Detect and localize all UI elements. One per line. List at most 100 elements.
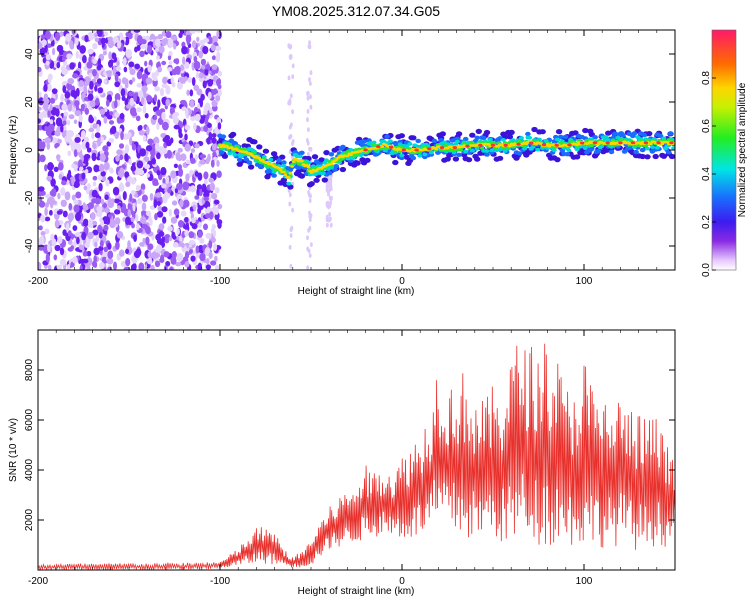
colorbar-ticks: 0.0 0.2 0.4 0.6 0.8 (701, 71, 716, 277)
noise-speckle (88, 116, 95, 124)
ridge-cell (582, 146, 588, 151)
noise-speckle (136, 70, 143, 80)
noise-speckle (94, 197, 102, 205)
noise-speckle (73, 180, 80, 189)
ridge-cell (329, 162, 334, 166)
noise-speckle (177, 220, 184, 228)
streak-speckle (326, 188, 329, 194)
noise-speckle (105, 216, 111, 226)
noise-speckle (203, 109, 208, 116)
noise-speckle (99, 262, 105, 270)
noise-speckle (92, 181, 97, 187)
ridge-peak (503, 143, 508, 147)
noise-speckle (208, 251, 213, 260)
streak-speckle (288, 135, 291, 140)
noise-speckle (163, 251, 170, 258)
noise-speckle (49, 103, 53, 111)
ridge-cell (620, 133, 626, 138)
ridge-cell (574, 147, 580, 152)
noise-speckle (78, 166, 84, 172)
colorbar-tick-label: 0.8 (701, 71, 712, 85)
ridge-cell (309, 171, 314, 174)
noise-speckle (65, 33, 72, 42)
noise-speckle (168, 60, 173, 66)
noise-speckle (67, 77, 75, 85)
noise-speckle (41, 39, 47, 46)
ridge-cell (276, 158, 282, 163)
noise-speckle (119, 113, 125, 120)
noise-speckle (96, 155, 101, 161)
noise-speckle (162, 76, 168, 85)
noise-speckle (179, 30, 184, 36)
ridge-cell (252, 151, 257, 155)
ridge-cell (644, 154, 651, 160)
noise-speckle (163, 264, 168, 270)
noise-speckle (38, 112, 45, 118)
noise-speckle (112, 186, 120, 196)
noise-speckle (168, 236, 173, 242)
noise-speckle (62, 210, 68, 218)
noise-speckle (82, 218, 89, 227)
ridge-cell (311, 154, 319, 160)
noise-speckle (206, 36, 213, 45)
ridge-cell (361, 139, 367, 144)
noise-speckle (196, 187, 200, 197)
noise-speckle (78, 79, 85, 88)
noise-speckle (96, 30, 103, 37)
noise-speckle (114, 209, 119, 215)
noise-speckle (194, 195, 200, 200)
noise-speckle (65, 222, 70, 232)
noise-speckle (81, 258, 89, 264)
noise-speckle (93, 247, 100, 256)
noise-speckle (107, 266, 113, 270)
noise-speckle (92, 175, 98, 181)
ridge-cell (589, 146, 595, 151)
ridge-cell (668, 153, 675, 160)
noise-speckle (157, 99, 161, 109)
noise-speckle (98, 182, 103, 192)
streak-speckle (309, 81, 312, 86)
ridge-cell (422, 152, 428, 157)
streak-speckle (288, 201, 292, 207)
noise-speckle (130, 177, 136, 185)
ridge-cell (633, 149, 639, 155)
streak-speckle (289, 233, 293, 238)
noise-speckle (119, 249, 125, 257)
noise-speckle (217, 122, 222, 130)
noise-speckle (125, 181, 131, 188)
noise-speckle (176, 252, 184, 262)
ridge-cell (639, 153, 646, 160)
noise-speckle (116, 40, 122, 49)
noise-speckle (180, 153, 187, 161)
noise-speckle (175, 151, 181, 161)
ridge-cell (603, 147, 610, 153)
noise-speckle (99, 108, 106, 115)
streak-speckle (289, 93, 293, 99)
snr-ytick-label: 8000 (24, 358, 35, 381)
streak-speckle (308, 198, 312, 204)
noise-speckle (140, 183, 146, 191)
noise-speckle (86, 250, 92, 257)
noise-speckle (47, 243, 51, 253)
ridge-cell (573, 154, 581, 160)
noise-speckle (122, 217, 126, 222)
ridge-cell (518, 136, 524, 140)
noise-speckle (213, 243, 218, 252)
noise-speckle (97, 209, 103, 218)
noise-speckle (133, 250, 141, 259)
noise-speckle (200, 58, 207, 66)
noise-speckle (211, 64, 218, 70)
noise-speckle (156, 200, 161, 207)
noise-speckle (189, 30, 197, 34)
ridge-cell (218, 150, 225, 155)
noise-speckle (44, 125, 49, 132)
ridge-peak (669, 141, 674, 145)
ridge-cell (415, 138, 422, 144)
noise-speckle (38, 225, 43, 231)
ridge-cell (649, 145, 655, 150)
noise-speckle (207, 79, 214, 87)
ridge-cell (657, 133, 664, 139)
ridge-cell (295, 168, 302, 174)
noise-speckle (204, 102, 211, 111)
noise-speckle (159, 87, 165, 97)
